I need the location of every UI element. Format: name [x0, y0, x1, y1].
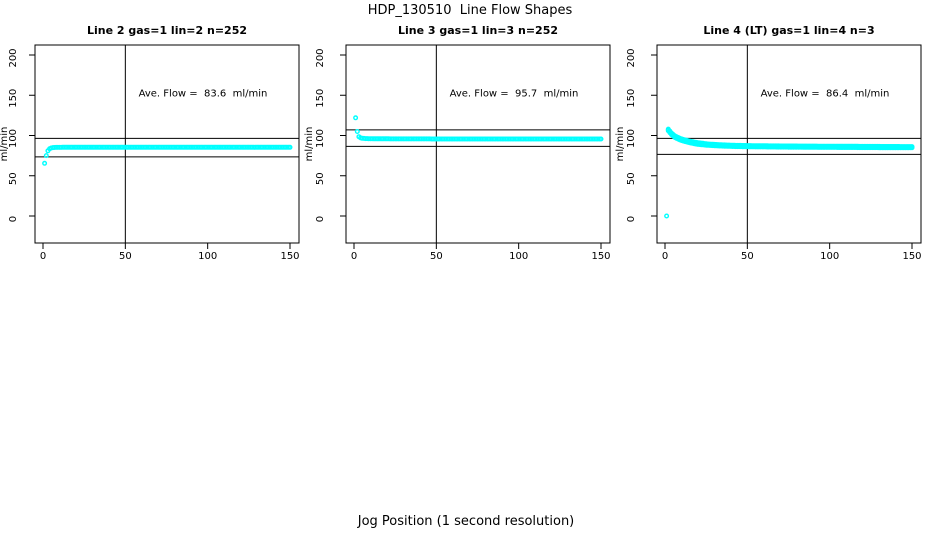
x-tick-label: 0 [40, 251, 46, 262]
y-tick-label: 200 [8, 48, 19, 67]
plot-box [34, 44, 300, 244]
x-tick-label: 150 [591, 251, 610, 262]
y-tick-label: 150 [626, 89, 637, 108]
x-tick-label: 100 [198, 251, 217, 262]
data-point [353, 115, 359, 121]
x-tick-label: 50 [430, 251, 443, 262]
data-point [664, 213, 670, 219]
plot-box [345, 44, 611, 244]
y-tick-label: 50 [8, 172, 19, 185]
plot-box [656, 44, 922, 244]
y-axis-label: ml/min [0, 127, 10, 162]
x-tick-label: 50 [119, 251, 132, 262]
panel-2-title: Line 3 gas=1 lin=3 n=252 [397, 24, 559, 37]
y-tick-label: 0 [315, 216, 326, 222]
y-tick-label: 50 [315, 172, 326, 185]
data-point [909, 145, 915, 151]
y-tick-label: 100 [8, 129, 19, 148]
panel-3-title: Line 4 (LT) gas=1 lin=4 n=3 [703, 24, 875, 37]
y-tick-label: 150 [315, 89, 326, 108]
y-tick-label: 100 [626, 129, 637, 148]
data-point [42, 160, 48, 166]
data-point [598, 136, 604, 142]
x-tick-label: 0 [351, 251, 357, 262]
y-tick-label: 200 [315, 48, 326, 67]
x-tick-label: 150 [280, 251, 299, 262]
y-tick-label: 150 [8, 89, 19, 108]
data-point [287, 144, 293, 150]
x-axis-label: Jog Position (1 second resolution) [357, 514, 575, 529]
data-point [43, 153, 49, 159]
data-point [354, 128, 360, 134]
y-tick-label: 0 [8, 216, 19, 222]
y-tick-label: 200 [626, 48, 637, 67]
panel-1-ave-flow-annotation: Ave. Flow = 83.6 ml/min [138, 88, 268, 100]
x-tick-label: 100 [509, 251, 528, 262]
panel-3-ave-flow-annotation: Ave. Flow = 86.4 ml/min [760, 88, 890, 100]
y-tick-label: 100 [315, 129, 326, 148]
y-tick-label: 50 [626, 172, 637, 185]
y-axis-label: ml/min [304, 127, 315, 162]
x-tick-label: 150 [902, 251, 921, 262]
panel-1-title: Line 2 gas=1 lin=2 n=252 [86, 24, 248, 37]
y-tick-label: 0 [626, 216, 637, 222]
x-tick-label: 100 [820, 251, 839, 262]
panel-2-ave-flow-annotation: Ave. Flow = 95.7 ml/min [449, 88, 579, 100]
x-tick-label: 50 [741, 251, 754, 262]
x-tick-label: 0 [662, 251, 668, 262]
y-axis-label: ml/min [615, 127, 626, 162]
figure-title: HDP_130510 Line Flow Shapes [367, 3, 573, 18]
